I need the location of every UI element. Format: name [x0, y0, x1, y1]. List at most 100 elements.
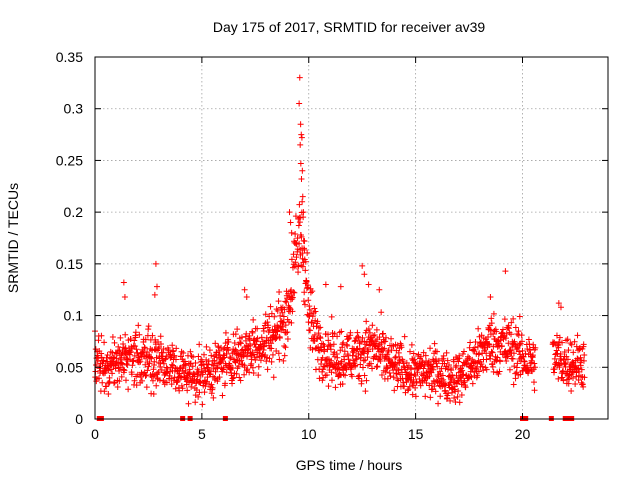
data-point: [334, 354, 341, 361]
data-point: [297, 141, 304, 148]
data-point: [255, 363, 262, 370]
data-point: [435, 400, 442, 407]
data-point: [291, 289, 298, 296]
data-point: [128, 371, 135, 378]
data-point: [176, 387, 183, 394]
data-point: [279, 319, 286, 326]
data-point: [502, 335, 509, 342]
data-point: [122, 377, 129, 384]
x-tick-label: 15: [408, 426, 424, 442]
data-point: [301, 238, 308, 245]
data-point: [201, 351, 208, 358]
data-point: [404, 387, 411, 394]
data-point: [156, 377, 163, 384]
data-point: [282, 322, 289, 329]
data-point: [322, 357, 329, 364]
data-point: [362, 388, 369, 395]
y-tick-label: 0.1: [64, 308, 84, 324]
data-point: [412, 384, 419, 391]
data-point: [351, 338, 358, 345]
data-point: [361, 350, 368, 357]
data-point: [345, 336, 352, 343]
data-point: [559, 374, 566, 381]
data-point: [568, 341, 575, 348]
data-point: [386, 370, 393, 377]
data-point: [289, 294, 296, 301]
data-point: [229, 375, 236, 382]
data-point: [406, 383, 413, 390]
data-point: [268, 340, 275, 347]
data-point: [151, 291, 158, 298]
data-point: [290, 251, 297, 258]
data-point: [134, 349, 141, 356]
data-point: [478, 360, 485, 367]
data-point: [143, 355, 150, 362]
data-point: [244, 353, 251, 360]
data-point: [114, 383, 121, 390]
data-point: [565, 347, 572, 354]
data-point: [520, 353, 527, 360]
data-point: [359, 334, 366, 341]
data-point: [212, 368, 219, 375]
data-point: [151, 358, 158, 365]
data-point: [284, 295, 291, 302]
data-point: [308, 319, 315, 326]
data-point: [531, 360, 538, 367]
data-point: [337, 283, 344, 290]
data-point: [209, 384, 216, 391]
data-point: [572, 381, 579, 388]
data-point: [512, 375, 519, 382]
data-point: [316, 334, 323, 341]
data-point: [501, 316, 508, 323]
data-point: [141, 344, 148, 351]
data-point: [104, 358, 111, 365]
data-point: [354, 346, 361, 353]
data-point: [346, 335, 353, 342]
data-point: [379, 331, 386, 338]
data-point: [420, 349, 427, 356]
data-point: [132, 343, 139, 350]
data-point: [364, 354, 371, 361]
data-point: [524, 362, 531, 369]
data-point: [410, 350, 417, 357]
data-point: [128, 349, 135, 356]
data-point: [427, 394, 434, 401]
data-point: [292, 230, 299, 237]
data-point: [422, 393, 429, 400]
data-point: [306, 306, 313, 313]
data-point: [322, 281, 329, 288]
data-point: [101, 388, 108, 395]
data-point: [191, 370, 198, 377]
data-point: [561, 348, 568, 355]
data-point: [361, 372, 368, 379]
data-point: [315, 330, 322, 337]
data-point: [569, 374, 576, 381]
data-point: [359, 364, 366, 371]
data-point: [154, 370, 161, 377]
data-point: [298, 134, 305, 141]
data-point: [460, 371, 467, 378]
data-point: [98, 350, 105, 357]
data-point: [471, 344, 478, 351]
data-point: [498, 343, 505, 350]
data-point: [142, 336, 149, 343]
data-point: [359, 262, 366, 269]
data-point: [446, 361, 453, 368]
data-point: [136, 331, 143, 338]
data-point: [268, 345, 275, 352]
data-point: [334, 333, 341, 340]
data-point: [560, 377, 567, 384]
data-point: [469, 380, 476, 387]
data-point: [530, 379, 537, 386]
data-point: [557, 304, 564, 311]
data-point: [431, 383, 438, 390]
data-point: [479, 363, 486, 370]
data-point: [101, 339, 108, 346]
data-point: [297, 214, 304, 221]
data-point: [483, 350, 490, 357]
data-point: [279, 309, 286, 316]
data-point: [235, 363, 242, 370]
data-point: [512, 324, 519, 331]
data-point: [354, 329, 361, 336]
data-point: [309, 346, 316, 353]
